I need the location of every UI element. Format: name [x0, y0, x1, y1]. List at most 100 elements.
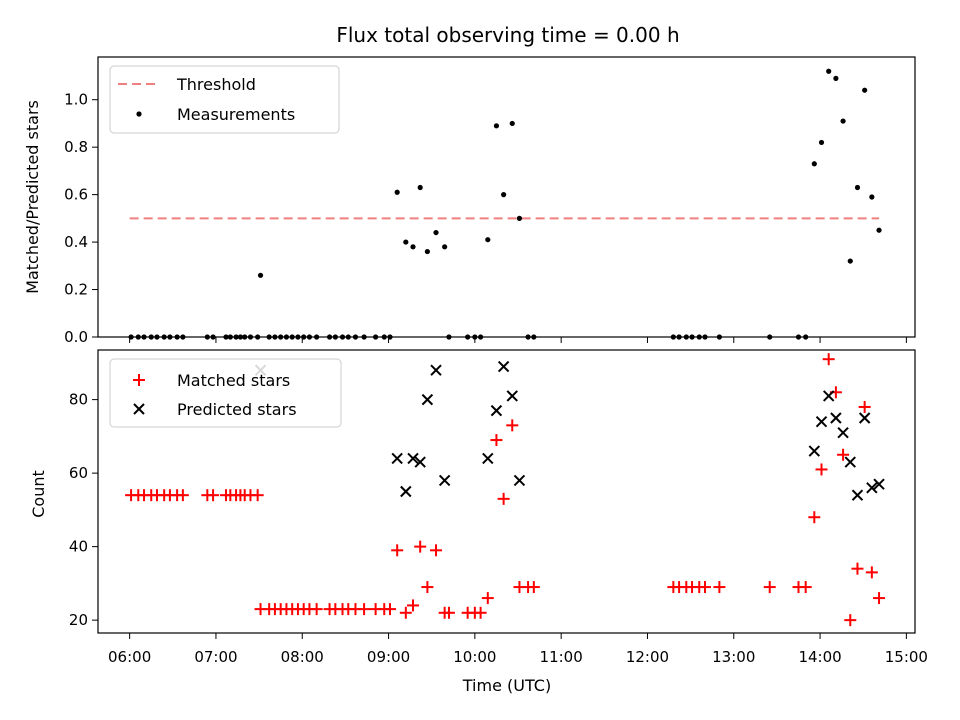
matched-stars-point [430, 544, 443, 557]
measurements-legend-swatch [136, 111, 142, 117]
matched-stars-point [358, 603, 371, 616]
predicted-legend-swatch [133, 403, 145, 415]
x-tick-label: 14:00 [798, 648, 841, 666]
matched-stars-point [844, 614, 857, 627]
measurement-point [811, 161, 817, 167]
matched-stars-point [399, 606, 412, 619]
matched-stars-point [506, 419, 519, 432]
predicted-stars-point [506, 390, 518, 402]
ratio-legend-box [109, 65, 340, 134]
count-panel: Count 20 40 60 80 06:00 07:00 08:00 09:00 10:00… [29, 349, 928, 666]
matched-stars-point [713, 581, 726, 594]
matched-stars-point [698, 581, 711, 594]
measurement-point [847, 258, 853, 264]
x-tick-label: 09:00 [367, 648, 410, 666]
matched-stars-point [851, 562, 864, 575]
count-y-tick-label: 60 [69, 464, 88, 482]
matched-stars-point [527, 581, 540, 594]
matched-stars-point [207, 489, 220, 502]
ratio-legend: Threshold Measurements [109, 65, 340, 134]
measurement-point [818, 139, 825, 146]
count-legend-box [109, 358, 342, 428]
ratio-y-ticks: 0.0 0.2 0.4 0.6 0.8 1.0 [64, 91, 98, 346]
predicted-stars-point [513, 474, 526, 487]
predicted-legend-label: Predicted stars [177, 400, 297, 419]
measurement-point [854, 184, 861, 191]
matched-stars-point [763, 581, 776, 594]
x-tick-label: 13:00 [712, 648, 755, 666]
matched-stars-point [421, 581, 434, 594]
predicted-stars-point [438, 474, 451, 487]
matched-stars-point [474, 606, 487, 619]
count-y-ticks: 20 40 60 80 [69, 391, 98, 629]
matched-stars-point [808, 511, 821, 524]
x-tick-label: 12:00 [626, 648, 669, 666]
predicted-stars-point [858, 412, 871, 424]
x-tick-label: 10:00 [453, 648, 496, 666]
matched-stars-point [442, 606, 455, 619]
predicted-stars-point [497, 360, 510, 373]
matched-stars-point [481, 592, 494, 605]
measurement-point [442, 244, 448, 250]
count-y-tick-label: 40 [69, 538, 88, 556]
matched-legend-label: Matched stars [177, 371, 290, 390]
ratio-y-tick-label: 0.0 [64, 328, 88, 346]
matched-stars-point [383, 603, 396, 616]
measurement-point [417, 184, 423, 191]
x-tick-label: 08:00 [281, 648, 324, 666]
count-plot-area [125, 353, 886, 627]
count-axes-frame [97, 349, 916, 634]
ratio-y-axis-label: Matched/Predicted stars [23, 100, 42, 294]
matched-stars-point [837, 448, 850, 461]
measurement-point [403, 239, 409, 245]
measurement-point [394, 189, 400, 195]
predicted-stars-point [407, 452, 419, 465]
matched-stars-point [414, 540, 427, 553]
predicted-stars-point [490, 404, 503, 417]
threshold-legend-label: Threshold [176, 75, 256, 94]
measurement-point [826, 68, 832, 74]
predicted-stars-point [808, 445, 821, 457]
predicted-stars-point [837, 426, 849, 439]
measurements-legend-label: Measurements [177, 105, 295, 124]
count-y-tick-label: 20 [69, 611, 88, 629]
count-x-ticks: 06:00 07:00 08:00 09:00 10:00 11:00 12:00 13:00… [108, 633, 928, 666]
measurement-point [501, 192, 507, 198]
chart-title: Flux total observing time = 0.00 h [336, 23, 679, 47]
predicted-stars-point [400, 485, 412, 498]
measurement-point [433, 229, 439, 236]
matched-stars-point [873, 592, 886, 605]
measurement-point [485, 237, 491, 243]
measurement-point [869, 194, 875, 200]
predicted-stars-point [482, 452, 494, 465]
measurement-point [509, 120, 515, 127]
ratio-axes-frame [97, 56, 916, 338]
measurement-point [493, 123, 500, 129]
matched-stars-point [310, 603, 323, 616]
ratio-y-tick-label: 0.4 [64, 233, 88, 251]
predicted-stars-point [866, 482, 878, 494]
x-tick-label: 11:00 [540, 648, 583, 666]
predicted-stars-point [822, 390, 835, 402]
ratio-y-tick-label: 1.0 [64, 91, 88, 109]
predicted-stars-point [844, 456, 856, 468]
matched-stars-point [799, 581, 812, 594]
predicted-stars-point [873, 478, 885, 490]
count-y-tick-label: 80 [69, 391, 88, 409]
x-tick-label: 07:00 [194, 648, 237, 666]
x-tick-label: 06:00 [108, 648, 151, 666]
matched-stars-point [822, 353, 835, 366]
count-legend: Matched stars Predicted stars [109, 358, 342, 428]
matched-stars-point [815, 463, 828, 476]
matched-stars-point [176, 489, 189, 502]
x-axis-label: Time (UTC) [462, 676, 551, 695]
measurement-point [516, 215, 523, 221]
predicted-stars-point [430, 364, 442, 376]
matched-stars-point [407, 599, 420, 612]
x-tick-label: 15:00 [885, 648, 928, 666]
matched-legend-swatch [133, 374, 145, 386]
measurement-point [424, 248, 430, 255]
measurement-point [876, 227, 882, 233]
count-y-axis-label: Count [29, 470, 48, 518]
